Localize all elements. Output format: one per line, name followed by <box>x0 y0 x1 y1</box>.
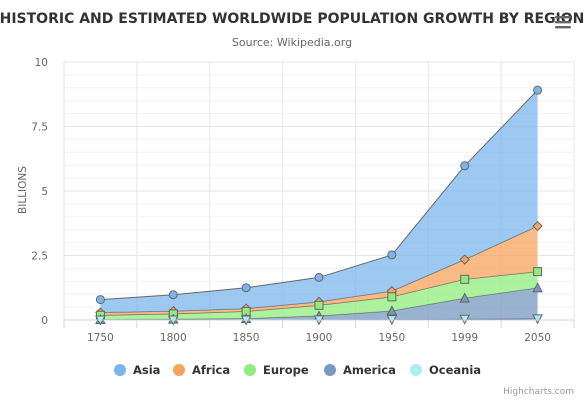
legend: Asia Africa Europe America Oceania <box>114 363 481 377</box>
area-africa <box>100 226 538 316</box>
legend-item-europe[interactable]: Europe <box>244 363 309 377</box>
legend-label-oceania: Oceania <box>429 363 481 377</box>
series-markers <box>95 85 543 326</box>
x-tick-label: 1850 <box>233 332 260 344</box>
legend-label-america: America <box>343 363 396 377</box>
y-tick-label: 2.5 <box>31 251 48 263</box>
data-point-europe[interactable] <box>533 267 543 277</box>
legend-symbol-africa <box>173 364 185 376</box>
legend-item-oceania[interactable]: Oceania <box>410 363 481 377</box>
credits-link[interactable]: Highcharts.com <box>503 387 574 397</box>
y-tick-label: 0 <box>41 315 48 327</box>
x-tick-label: 1800 <box>160 332 187 344</box>
data-point-europe[interactable] <box>314 300 324 310</box>
y-tick-label: 5 <box>41 186 48 198</box>
legend-item-africa[interactable]: Africa <box>173 363 230 377</box>
data-point-america[interactable] <box>459 292 471 303</box>
data-point-europe[interactable] <box>460 274 470 284</box>
x-tick-label: 2050 <box>524 332 551 344</box>
chart-subtitle: Source: Wikipedia.org <box>232 36 352 49</box>
x-tick-label: 1950 <box>378 332 405 344</box>
x-tick-label: 1750 <box>87 332 114 344</box>
data-point-america[interactable] <box>386 305 398 316</box>
data-point-asia[interactable] <box>95 295 105 305</box>
data-point-oceania[interactable] <box>459 314 471 325</box>
area-america <box>100 287 538 320</box>
y-tick-label: 7.5 <box>31 122 48 134</box>
legend-symbol-europe <box>244 364 256 376</box>
data-point-asia[interactable] <box>241 283 251 293</box>
legend-item-asia[interactable]: Asia <box>114 363 160 377</box>
legend-label-europe: Europe <box>263 363 309 377</box>
axes: 0 2.5 5 7.5 10 1750 1800 1850 1900 1950 1999 2050 <box>31 57 575 344</box>
legend-label-africa: Africa <box>192 363 230 377</box>
legend-symbol-oceania <box>410 364 422 376</box>
data-point-oceania[interactable] <box>532 314 543 325</box>
y-axis-title: BILLIONS <box>17 166 29 214</box>
data-point-africa[interactable] <box>532 220 543 232</box>
area-asia <box>100 90 538 313</box>
y-tick-label: 10 <box>35 57 48 69</box>
area-series <box>100 89 538 321</box>
chart-title: HISTORIC AND ESTIMATED WORLDWIDE POPULAT… <box>0 11 584 27</box>
legend-symbol-america <box>324 364 336 376</box>
data-point-asia[interactable] <box>460 161 470 171</box>
legend-symbol-asia <box>114 364 126 376</box>
data-point-asia[interactable] <box>168 290 178 300</box>
data-point-asia[interactable] <box>387 250 397 260</box>
data-point-africa[interactable] <box>459 254 470 265</box>
x-tick-label: 1999 <box>451 332 478 344</box>
data-point-america[interactable] <box>532 282 543 293</box>
hamburger-menu-icon[interactable] <box>548 11 572 33</box>
legend-label-asia: Asia <box>133 363 160 377</box>
x-tick-label: 1900 <box>306 332 333 344</box>
data-point-asia[interactable] <box>533 85 543 95</box>
data-point-europe[interactable] <box>387 292 397 302</box>
data-point-asia[interactable] <box>314 272 324 282</box>
legend-item-america[interactable]: America <box>324 363 396 377</box>
